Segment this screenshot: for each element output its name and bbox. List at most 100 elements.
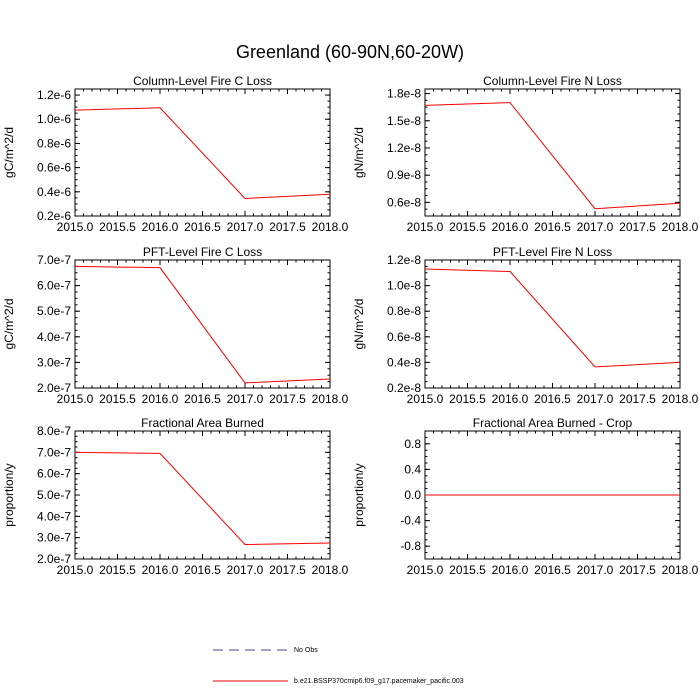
x-tick-label: 2018.0 bbox=[312, 392, 349, 406]
y-tick-label: 0.6e-6 bbox=[37, 161, 71, 175]
series-line bbox=[74, 107, 331, 199]
x-tick-label: 2016.0 bbox=[142, 220, 179, 234]
panel-title: PFT-Level Fire C Loss bbox=[143, 245, 262, 259]
legend-label-model: b.e21.BSSP370cmip6.f09_g17.pacemaker_pac… bbox=[294, 678, 464, 685]
y-tick-label: 0.8e-6 bbox=[37, 136, 71, 150]
y-tick-label: 3.0e-7 bbox=[37, 355, 71, 369]
x-tick-label: 2017.0 bbox=[577, 392, 614, 406]
y-tick-label: 0.4e-6 bbox=[37, 185, 71, 199]
x-tick-label: 2015.5 bbox=[449, 392, 486, 406]
y-tick-label: 1.2e-8 bbox=[387, 253, 421, 267]
y-tick-label: 1.0e-8 bbox=[387, 279, 421, 293]
x-tick-label: 2018.0 bbox=[662, 563, 699, 577]
x-tick-label: 2016.5 bbox=[184, 392, 221, 406]
panel-3: PFT-Level Fire C Loss 2015.0 2015.5 2016.0 2… bbox=[2, 245, 349, 406]
y-tick-label: 6.0e-7 bbox=[37, 467, 71, 481]
x-tick-label: 2017.5 bbox=[269, 220, 306, 234]
series-line bbox=[74, 451, 331, 545]
x-tick-label: 2017.0 bbox=[577, 220, 614, 234]
x-tick-label: 2017.0 bbox=[227, 392, 264, 406]
panel-4: PFT-Level Fire N Loss 2015.0 2015.5 2016.0 2… bbox=[352, 245, 699, 406]
panel-title: PFT-Level Fire N Loss bbox=[493, 245, 612, 259]
y-axis-label: gN/m^2/d bbox=[352, 299, 366, 350]
y-tick-label: -0.4 bbox=[400, 514, 421, 528]
y-tick-label: 2.0e-7 bbox=[37, 381, 71, 395]
y-axis-label: proportion/y bbox=[2, 463, 16, 526]
x-tick-label: 2015.5 bbox=[99, 220, 136, 234]
y-tick-label: 8.0e-7 bbox=[37, 424, 71, 438]
y-tick-label: 7.0e-7 bbox=[37, 445, 71, 459]
panel-5: Fractional Area Burned 2015.0 2015.5 2016.0… bbox=[2, 416, 349, 577]
y-tick-label: 1.2e-8 bbox=[387, 141, 421, 155]
x-tick-label: 2017.5 bbox=[619, 563, 656, 577]
x-tick-label: 2016.5 bbox=[534, 563, 571, 577]
y-tick-label: 0.8e-8 bbox=[387, 304, 421, 318]
x-tick-label: 2015.0 bbox=[407, 392, 444, 406]
y-tick-label: 0.0 bbox=[404, 488, 421, 502]
x-tick-label: 2018.0 bbox=[312, 220, 349, 234]
y-tick-label: 0.8 bbox=[404, 437, 421, 451]
x-tick-label: 2015.0 bbox=[57, 563, 94, 577]
x-tick-label: 2017.5 bbox=[619, 392, 656, 406]
x-tick-label: 2015.0 bbox=[407, 563, 444, 577]
y-tick-label: 1.0e-6 bbox=[37, 112, 71, 126]
y-tick-label: 5.0e-7 bbox=[37, 488, 71, 502]
x-tick-label: 2016.0 bbox=[492, 220, 529, 234]
x-tick-label: 2017.0 bbox=[577, 563, 614, 577]
x-tick-label: 2018.0 bbox=[662, 220, 699, 234]
panel-title: Fractional Area Burned bbox=[141, 416, 264, 430]
panel-2: Column-Level Fire N Loss 2015.0 2015.5 2016… bbox=[352, 74, 699, 234]
plot-frame bbox=[74, 259, 331, 389]
x-tick-label: 2016.5 bbox=[534, 392, 571, 406]
legend: No Obs b.e21.BSSP370cmip6.f09_g17.pacema… bbox=[213, 647, 464, 685]
x-tick-label: 2015.5 bbox=[449, 563, 486, 577]
panel-1: Column-Level Fire C Loss 2015.0 2015.5 2016… bbox=[2, 74, 349, 234]
y-tick-label: 1.8e-8 bbox=[387, 87, 421, 101]
plot-frame bbox=[424, 88, 681, 217]
panel-title: Column-Level Fire N Loss bbox=[483, 74, 622, 88]
x-tick-label: 2015.5 bbox=[99, 392, 136, 406]
x-tick-label: 2015.5 bbox=[449, 220, 486, 234]
y-tick-label: 2.0e-7 bbox=[37, 552, 71, 566]
x-tick-label: 2016.0 bbox=[492, 563, 529, 577]
series-line bbox=[74, 265, 331, 384]
y-axis-label: gC/m^2/d bbox=[2, 127, 16, 178]
x-tick-label: 2018.0 bbox=[662, 392, 699, 406]
plot-frame bbox=[74, 430, 331, 560]
y-tick-label: 1.2e-6 bbox=[37, 88, 71, 102]
y-tick-label: 5.0e-7 bbox=[37, 304, 71, 318]
y-tick-label: 0.6e-8 bbox=[387, 195, 421, 209]
y-tick-label: 0.9e-8 bbox=[387, 168, 421, 182]
y-tick-label: 4.0e-7 bbox=[37, 509, 71, 523]
y-axis-label: gC/m^2/d bbox=[2, 299, 16, 350]
x-tick-label: 2017.0 bbox=[227, 220, 264, 234]
x-tick-label: 2016.0 bbox=[142, 563, 179, 577]
panel-6: Fractional Area Burned - Crop 2015.0 2015.… bbox=[352, 416, 699, 577]
series-line bbox=[424, 268, 681, 368]
x-tick-label: 2017.0 bbox=[227, 563, 264, 577]
y-axis-label: gN/m^2/d bbox=[352, 127, 366, 178]
x-tick-label: 2015.0 bbox=[57, 220, 94, 234]
x-tick-label: 2015.0 bbox=[407, 220, 444, 234]
x-tick-label: 2016.0 bbox=[142, 392, 179, 406]
y-tick-label: -0.8 bbox=[400, 539, 421, 553]
x-tick-label: 2015.5 bbox=[99, 563, 136, 577]
x-tick-label: 2015.0 bbox=[57, 392, 94, 406]
x-tick-label: 2017.5 bbox=[269, 563, 306, 577]
series-line bbox=[424, 102, 681, 210]
panels: Column-Level Fire C Loss 2015.0 2015.5 2016… bbox=[2, 74, 699, 577]
y-tick-label: 0.6e-8 bbox=[387, 330, 421, 344]
x-tick-label: 2018.0 bbox=[312, 563, 349, 577]
x-tick-label: 2016.0 bbox=[492, 392, 529, 406]
panel-title: Column-Level Fire C Loss bbox=[133, 74, 272, 88]
y-tick-label: 3.0e-7 bbox=[37, 531, 71, 545]
y-tick-label: 4.0e-7 bbox=[37, 330, 71, 344]
y-tick-label: 6.0e-7 bbox=[37, 279, 71, 293]
y-tick-label: 1.5e-8 bbox=[387, 114, 421, 128]
y-tick-label: 0.4 bbox=[404, 462, 421, 476]
x-tick-label: 2017.5 bbox=[269, 392, 306, 406]
x-tick-label: 2016.5 bbox=[534, 220, 571, 234]
y-axis-label: proportion/y bbox=[352, 463, 366, 526]
x-tick-label: 2016.5 bbox=[184, 220, 221, 234]
